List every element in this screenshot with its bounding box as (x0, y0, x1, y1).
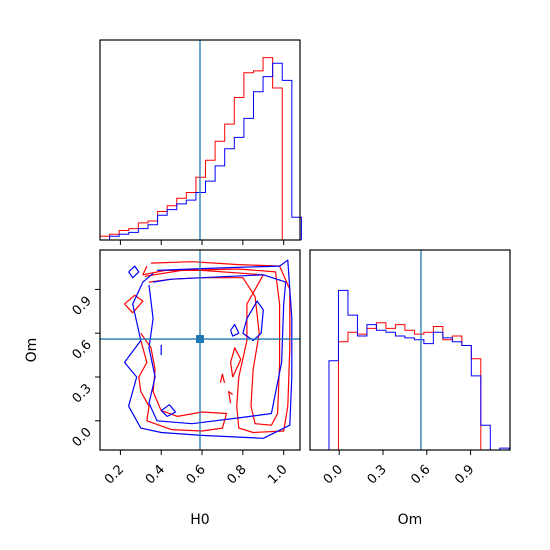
x-axis-label-h0: H0 (190, 512, 209, 528)
x-tick-label: 0.2 (102, 462, 127, 487)
y-tick-label: 0.9 (70, 294, 95, 319)
x-tick-label: 0.3 (365, 462, 390, 487)
blue-series-contour (242, 300, 264, 342)
x-tick-label: 0.6 (408, 462, 433, 487)
red-series-contour (228, 391, 234, 404)
axes-frame (309, 249, 511, 451)
axes-frame (99, 39, 301, 241)
red-series-contour (144, 268, 281, 426)
blue-series-contour (148, 274, 287, 425)
blue-series-contour (128, 265, 140, 279)
y-axis-label-om: Om (24, 338, 40, 363)
x-tick-label: 1.0 (265, 462, 290, 487)
h0-om-contour-panel: 0.2 0.4 0.6 0.8 1.0 0.0 0.3 0.6 0.9 (70, 249, 301, 487)
blue-series-contour (160, 404, 177, 417)
h0-histogram-panel (99, 39, 302, 245)
x-axis-label-om: Om (398, 512, 423, 528)
axes-frame (99, 249, 301, 451)
blue-series-histogram-om (310, 289, 510, 451)
blue-series-contour (230, 323, 240, 337)
red-series-contour (142, 261, 291, 434)
red-series-contour (138, 332, 228, 432)
x-tick-label: 0.6 (184, 462, 209, 487)
truth-marker (196, 335, 204, 344)
blue-series-contour (123, 259, 293, 439)
red-series-contour (124, 294, 144, 314)
x-tick-label: 0.9 (452, 462, 477, 487)
blue-series-histogram-h0 (100, 62, 302, 241)
red-series-histogram-h0 (99, 57, 302, 241)
y-tick-label: 0.0 (70, 425, 95, 450)
x-tick-label: 0.4 (143, 462, 168, 487)
red-series-histogram-om (310, 322, 510, 451)
om-histogram-panel: 0.0 0.3 0.6 0.9 (309, 249, 511, 487)
red-series-contour (230, 347, 242, 378)
red-series-contour (219, 373, 226, 383)
contour-layer (123, 259, 293, 439)
x-tick-label: 0.0 (321, 462, 346, 487)
x-tick-label: 0.8 (224, 462, 249, 487)
y-tick-label: 0.6 (70, 337, 95, 362)
y-tick-label: 0.3 (70, 381, 95, 406)
